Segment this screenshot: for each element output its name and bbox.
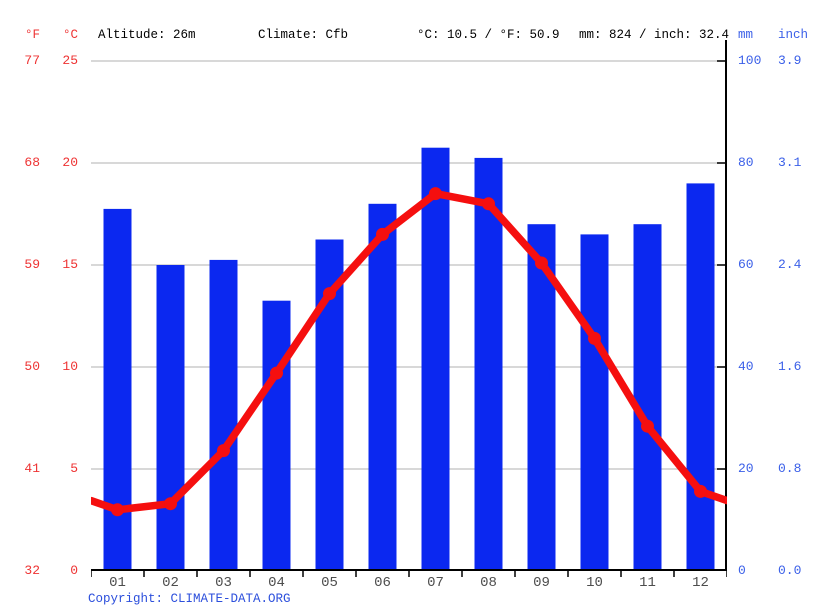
copyright-line: Copyright: CLIMATE-DATA.ORG bbox=[88, 590, 291, 608]
temperature-summary: °C: 10.5 / °F: 50.9 bbox=[417, 28, 560, 42]
temperature-point-06 bbox=[376, 227, 389, 241]
inch-unit-label: inch bbox=[778, 28, 809, 42]
copyright-label: Copyright: bbox=[88, 592, 164, 606]
month-label-08: 08 bbox=[480, 575, 497, 591]
fahrenheit-tick-77: 77 bbox=[24, 53, 40, 68]
temperature-point-12 bbox=[694, 484, 707, 498]
month-label-09: 09 bbox=[533, 575, 550, 591]
mm-tick-40: 40 bbox=[738, 359, 754, 374]
celsius-tick-25: 25 bbox=[62, 53, 78, 68]
month-label-03: 03 bbox=[215, 575, 232, 591]
mm-unit-label: mm bbox=[738, 28, 754, 42]
inch-tick-2.4: 2.4 bbox=[778, 257, 802, 272]
celsius-tick-0: 0 bbox=[70, 563, 78, 578]
mm-tick-20: 20 bbox=[738, 461, 754, 476]
precipitation-bar-06 bbox=[368, 203, 397, 572]
temperature-point-01 bbox=[111, 503, 124, 517]
precipitation-bar-07 bbox=[421, 147, 450, 571]
fahrenheit-tick-68: 68 bbox=[24, 155, 40, 170]
mm-tick-80: 80 bbox=[738, 155, 754, 170]
month-label-05: 05 bbox=[321, 575, 338, 591]
celsius-tick-20: 20 bbox=[62, 155, 78, 170]
month-label-12: 12 bbox=[692, 575, 709, 591]
fahrenheit-tick-41: 41 bbox=[24, 461, 40, 476]
mm-tick-60: 60 bbox=[738, 257, 754, 272]
precipitation-bar-02 bbox=[156, 265, 185, 571]
month-label-07: 07 bbox=[427, 575, 444, 591]
climate-label: Climate: Cfb bbox=[258, 28, 349, 42]
precipitation-bar-10 bbox=[580, 234, 609, 571]
temperature-point-02 bbox=[164, 497, 177, 511]
month-label-01: 01 bbox=[109, 575, 126, 591]
temperature-point-07 bbox=[429, 187, 442, 201]
temperature-point-09 bbox=[535, 256, 548, 270]
fahrenheit-tick-32: 32 bbox=[24, 563, 40, 578]
temperature-line bbox=[91, 189, 727, 514]
temperature-point-03 bbox=[217, 444, 230, 458]
inch-tick-0.8: 0.8 bbox=[778, 461, 802, 476]
month-label-06: 06 bbox=[374, 575, 391, 591]
fahrenheit-tick-59: 59 bbox=[24, 257, 40, 272]
month-label-04: 04 bbox=[268, 575, 285, 591]
celsius-tick-10: 10 bbox=[62, 359, 78, 374]
mm-tick-100: 100 bbox=[738, 53, 762, 68]
inch-tick-0.0: 0.0 bbox=[778, 563, 802, 578]
month-label-11: 11 bbox=[639, 575, 656, 591]
celsius-unit-label: °C bbox=[62, 28, 78, 42]
temperature-point-08 bbox=[482, 197, 495, 211]
temperature-point-04 bbox=[270, 366, 283, 380]
temperature-point-10 bbox=[588, 331, 601, 345]
precipitation-summary: mm: 824 / inch: 32.4 bbox=[579, 28, 730, 42]
precipitation-bar-08 bbox=[474, 157, 503, 571]
precipitation-bar-04 bbox=[262, 300, 291, 571]
celsius-tick-5: 5 bbox=[70, 461, 78, 476]
inch-tick-1.6: 1.6 bbox=[778, 359, 802, 374]
inch-tick-3.1: 3.1 bbox=[778, 155, 802, 170]
inch-tick-3.9: 3.9 bbox=[778, 53, 802, 68]
fahrenheit-unit-label: °F bbox=[24, 28, 40, 42]
celsius-tick-15: 15 bbox=[62, 257, 78, 272]
plot-area bbox=[91, 40, 727, 577]
precipitation-bar-03 bbox=[209, 259, 238, 571]
precipitation-bar-01 bbox=[103, 208, 132, 571]
temperature-point-05 bbox=[323, 287, 336, 301]
fahrenheit-tick-50: 50 bbox=[24, 359, 40, 374]
month-label-10: 10 bbox=[586, 575, 603, 591]
temperature-point-11 bbox=[641, 419, 654, 433]
altitude-label: Altitude: 26m bbox=[98, 28, 196, 42]
month-label-02: 02 bbox=[162, 575, 179, 591]
precipitation-bar-12 bbox=[686, 183, 715, 571]
copyright-link[interactable]: CLIMATE-DATA.ORG bbox=[170, 592, 291, 606]
precipitation-bar-11 bbox=[633, 224, 662, 571]
mm-tick-0: 0 bbox=[738, 563, 746, 578]
